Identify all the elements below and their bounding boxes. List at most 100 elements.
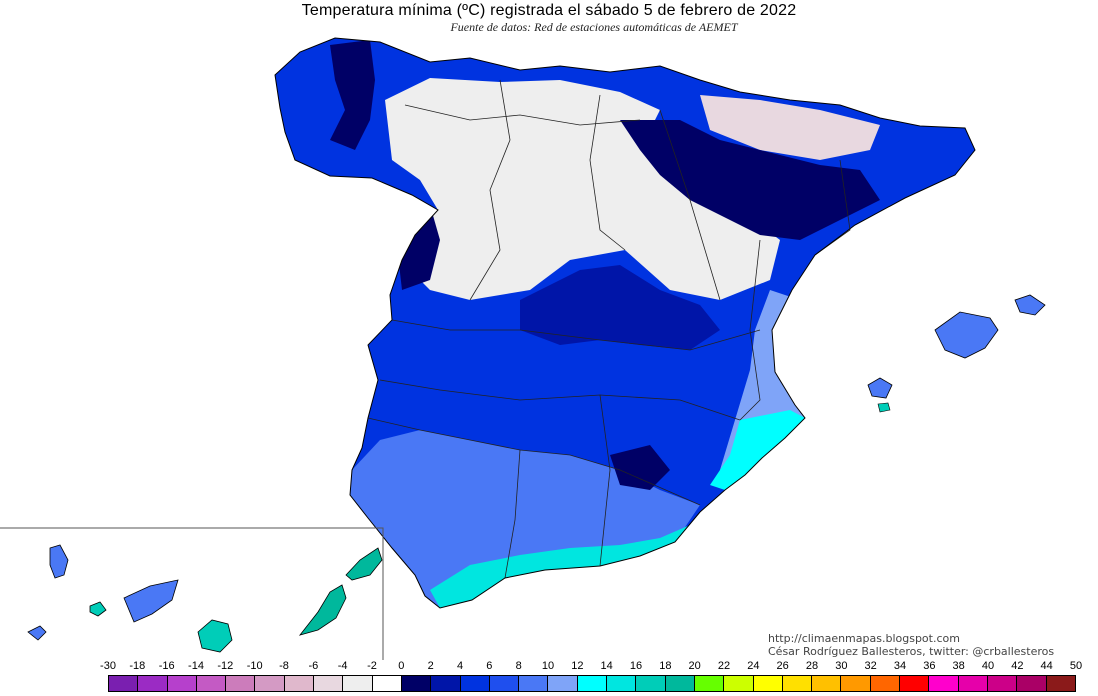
legend-label: 4 bbox=[456, 660, 464, 672]
formentera-island bbox=[877, 402, 891, 413]
ebro-dark-area bbox=[620, 120, 880, 240]
boundary-line bbox=[391, 319, 761, 351]
boundary-line bbox=[739, 239, 761, 421]
legend-swatch bbox=[137, 676, 167, 691]
legend-label: -12 bbox=[217, 660, 234, 672]
central-dark-area bbox=[520, 265, 720, 350]
legend-label: 0 bbox=[398, 660, 405, 672]
balearic-islands bbox=[867, 294, 1046, 413]
legend-swatch bbox=[869, 676, 900, 691]
legend-label: 18 bbox=[659, 660, 672, 672]
legend-swatch bbox=[840, 676, 870, 691]
legend-swatch bbox=[430, 676, 460, 691]
legend-swatch bbox=[313, 676, 343, 691]
legend-swatch bbox=[752, 676, 782, 691]
el-hierro-island bbox=[27, 625, 47, 641]
legend-label: 36 bbox=[923, 660, 936, 672]
legend-swatch bbox=[811, 676, 841, 691]
region-boundaries bbox=[367, 79, 851, 579]
legend-label: 8 bbox=[515, 660, 522, 672]
pyrenees-cold-area bbox=[700, 95, 880, 160]
legend-label: -30 bbox=[100, 660, 116, 672]
map-title: Temperatura mínima (ºC) registrada el sá… bbox=[301, 2, 797, 19]
legend-label: 44 bbox=[1040, 660, 1053, 672]
legend-swatch bbox=[109, 676, 138, 691]
legend-label: 2 bbox=[427, 660, 434, 672]
legend-label: 14 bbox=[600, 660, 613, 672]
legend-swatch bbox=[635, 676, 665, 691]
northern-plateau-cold-area bbox=[385, 78, 780, 300]
legend-color-bar bbox=[108, 675, 1076, 692]
legend-label: 24 bbox=[747, 660, 760, 672]
legend-swatch bbox=[488, 676, 519, 691]
boundary-line bbox=[589, 94, 626, 251]
south-light-area bbox=[350, 430, 700, 608]
legend-swatch bbox=[400, 676, 431, 691]
legend-swatch bbox=[1045, 676, 1075, 691]
legend-swatch bbox=[342, 676, 372, 691]
boundary-line bbox=[469, 79, 511, 301]
legend-swatch bbox=[195, 676, 226, 691]
legend-label: 20 bbox=[688, 660, 701, 672]
legend-label: -8 bbox=[279, 660, 289, 672]
malaga-coast-warm-area bbox=[430, 512, 700, 608]
legend-swatch bbox=[664, 676, 694, 691]
legend-label: 12 bbox=[571, 660, 584, 672]
tenerife-island bbox=[123, 579, 179, 623]
legend-swatch bbox=[371, 676, 401, 691]
legend-swatch bbox=[986, 676, 1017, 691]
peninsula-coastline bbox=[274, 37, 976, 609]
gran-canaria-island bbox=[197, 619, 233, 653]
credit-blog: http://climaenmapas.blogspot.com bbox=[768, 632, 960, 645]
boundary-line bbox=[659, 109, 721, 301]
murcia-coast-warm-area bbox=[710, 410, 805, 490]
menorca-island bbox=[1014, 294, 1046, 316]
legend-label: 10 bbox=[541, 660, 555, 672]
legend-label: 40 bbox=[981, 660, 995, 672]
legend-swatch bbox=[781, 676, 812, 691]
legend-label: -10 bbox=[246, 660, 263, 672]
legend-swatch bbox=[957, 676, 987, 691]
boundary-line bbox=[504, 449, 521, 579]
legend-label: 22 bbox=[717, 660, 731, 672]
legend-swatch bbox=[693, 676, 724, 691]
legend-label: -14 bbox=[188, 660, 204, 672]
boundary-line bbox=[599, 394, 611, 567]
legend-label: 30 bbox=[835, 660, 848, 672]
legend-label: 50 bbox=[1069, 660, 1083, 672]
galicia-dark-area bbox=[330, 40, 375, 150]
legend-label: 26 bbox=[776, 660, 789, 672]
legend-label: 34 bbox=[893, 660, 907, 672]
legend-label: 42 bbox=[1011, 660, 1024, 672]
legend-label: 32 bbox=[864, 660, 877, 672]
legend-swatch bbox=[166, 676, 196, 691]
la-palma-island bbox=[49, 544, 69, 579]
legend-label: -2 bbox=[367, 660, 377, 672]
legend-label: -4 bbox=[337, 660, 348, 672]
legend-swatch bbox=[723, 676, 753, 691]
legend-label: -16 bbox=[158, 660, 175, 672]
legend-swatch bbox=[283, 676, 314, 691]
legend-swatch bbox=[899, 676, 929, 691]
mallorca-island bbox=[934, 311, 999, 359]
legend-swatch bbox=[576, 676, 607, 691]
map-subtitle: Fuente de datos: Red de estaciones autom… bbox=[450, 20, 738, 34]
legend-swatch bbox=[254, 676, 284, 691]
legend-label: 28 bbox=[805, 660, 819, 672]
ibiza-island bbox=[867, 377, 893, 399]
legend-label: -6 bbox=[308, 660, 319, 672]
canary-islands bbox=[27, 544, 383, 653]
legend-label: 16 bbox=[629, 660, 643, 672]
credit-author: César Rodríguez Ballesteros, twitter: @c… bbox=[768, 645, 1055, 658]
legend-label: 6 bbox=[486, 660, 493, 672]
canary-inset-frame bbox=[0, 527, 384, 660]
legend-swatch bbox=[518, 676, 548, 691]
legend-swatch bbox=[928, 676, 958, 691]
legend-swatch bbox=[225, 676, 255, 691]
legend-labels: -30 -18 -16 -14 -12 -10 -8 -6 -4 -2 0 2 4 6 8 10 12 14 16 1… bbox=[100, 660, 1082, 674]
lanzarote-island bbox=[345, 547, 383, 581]
legend-swatch bbox=[459, 676, 489, 691]
la-gomera-island bbox=[89, 601, 107, 617]
legend-swatch bbox=[547, 676, 577, 691]
